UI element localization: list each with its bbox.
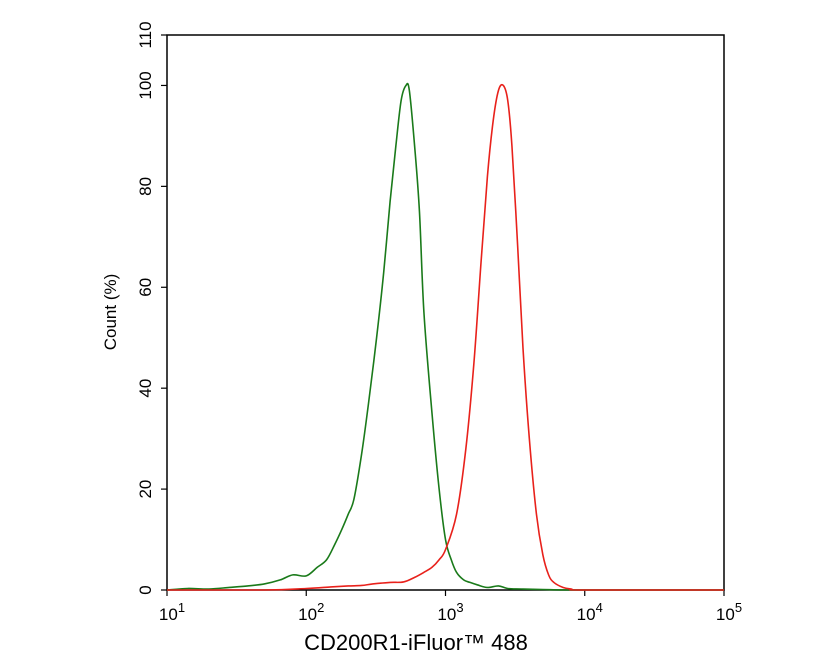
x-tick-label: 103 bbox=[437, 600, 463, 624]
y-tick-label: 100 bbox=[136, 71, 155, 99]
x-axis-ticks: 101 102 103 104 105 bbox=[159, 590, 742, 624]
x-tick-label: 104 bbox=[577, 600, 603, 624]
x-tick-label: 102 bbox=[298, 600, 324, 624]
y-tick-label: 0 bbox=[136, 585, 155, 594]
y-tick-label: 110 bbox=[136, 21, 155, 48]
y-axis-ticks: 0 20 40 60 80 100 110 bbox=[136, 21, 167, 595]
x-tick-label: 105 bbox=[716, 600, 742, 624]
plot-frame bbox=[166, 34, 725, 591]
y-tick-label: 40 bbox=[136, 379, 155, 398]
y-tick-label: 60 bbox=[136, 278, 155, 297]
series-1-line bbox=[166, 82, 724, 591]
x-axis-title: CD200R1-iFluor™ 488 bbox=[304, 630, 528, 655]
y-tick-label: 80 bbox=[136, 177, 155, 196]
series-2-line bbox=[167, 83, 724, 591]
y-tick-label: 20 bbox=[136, 480, 155, 499]
series-layer bbox=[166, 82, 724, 591]
y-axis-title: Count (%) bbox=[101, 274, 120, 351]
x-tick-label: 101 bbox=[159, 600, 185, 624]
